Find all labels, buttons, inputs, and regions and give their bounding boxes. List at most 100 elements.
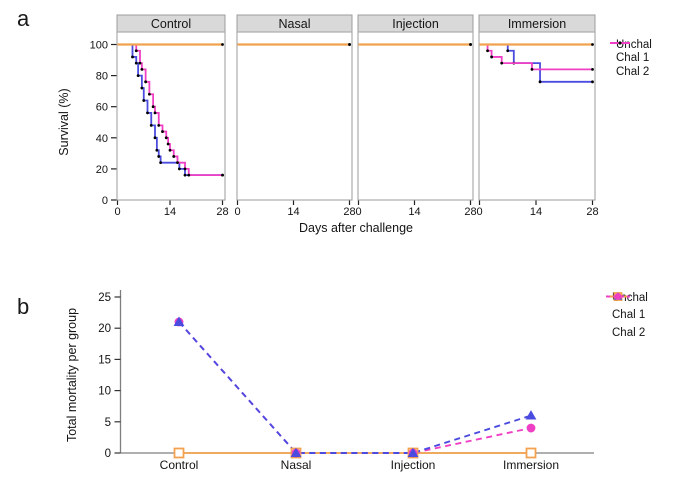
event-point bbox=[176, 161, 179, 165]
x-category-label: Injection bbox=[391, 458, 436, 472]
event-point bbox=[138, 61, 142, 65]
x-tick-label: 14 bbox=[408, 206, 420, 218]
event-point bbox=[187, 173, 191, 177]
event-point bbox=[172, 155, 176, 158]
y-tick-label: 25 bbox=[98, 292, 111, 304]
y-tick-label: 40 bbox=[96, 133, 108, 145]
x-tick-label: 14 bbox=[530, 206, 542, 218]
x-tick-label: 14 bbox=[164, 206, 176, 218]
facet-strip-label-nasal: Nasal bbox=[278, 16, 311, 31]
event-point bbox=[500, 61, 504, 65]
x-tick-label: 0 bbox=[476, 206, 482, 218]
legend-label: Chal 1 bbox=[616, 52, 650, 65]
y-tick-label: 0 bbox=[105, 448, 111, 460]
panel-a-legend: Unchal Chal 1 Chal 2 bbox=[610, 38, 652, 79]
facet-panel bbox=[357, 31, 474, 201]
y-tick-label: 5 bbox=[105, 417, 111, 429]
event-point bbox=[140, 86, 144, 90]
triangle-marker bbox=[290, 447, 302, 457]
event-point bbox=[149, 123, 153, 127]
event-point bbox=[506, 49, 510, 53]
event-point bbox=[153, 136, 157, 140]
event-point bbox=[134, 49, 138, 53]
x-category-label: Immersion bbox=[503, 458, 559, 472]
triangle-marker bbox=[407, 447, 419, 457]
mortality-line-chal-2 bbox=[178, 321, 532, 454]
x-tick-label: 28 bbox=[216, 206, 228, 218]
legend-item-chal-2: Chal 2 bbox=[606, 293, 648, 342]
panel-a-x-axis-title: Days after challenge bbox=[299, 221, 413, 235]
legend-label: Chal 2 bbox=[616, 65, 650, 78]
event-point bbox=[159, 161, 163, 165]
panel-b-legend: Unchal Chal 1 Chal 2 bbox=[606, 289, 648, 342]
y-tick-label: 80 bbox=[96, 71, 108, 83]
event-point bbox=[490, 55, 494, 59]
event-point bbox=[161, 130, 164, 133]
event-point bbox=[166, 142, 170, 146]
square-open-marker bbox=[173, 447, 185, 459]
event-point bbox=[530, 67, 534, 71]
x-category-label: Control bbox=[160, 458, 199, 472]
x-tick-label: 0 bbox=[355, 206, 361, 218]
y-tick-label: 15 bbox=[98, 354, 111, 366]
legend-label: Unchal bbox=[616, 38, 652, 51]
y-tick-label: 100 bbox=[90, 40, 108, 52]
y-tick-label: 0 bbox=[102, 195, 108, 207]
event-point bbox=[177, 167, 181, 171]
event-point bbox=[486, 49, 489, 53]
circle-marker bbox=[526, 423, 536, 433]
x-tick-label: 28 bbox=[343, 206, 355, 218]
event-point bbox=[164, 136, 168, 140]
facet-strip-label-injection: Injection bbox=[392, 16, 439, 31]
facet-panel bbox=[478, 31, 596, 201]
km-curve-chal-2-immersion bbox=[479, 43, 593, 71]
event-point bbox=[134, 61, 138, 65]
triangle-marker bbox=[173, 316, 185, 326]
x-tick-label: 0 bbox=[114, 206, 120, 218]
event-point bbox=[221, 43, 224, 46]
km-curve-chal-2-control bbox=[117, 43, 223, 177]
event-point bbox=[142, 99, 146, 102]
x-tick-label: 28 bbox=[464, 206, 476, 218]
event-point bbox=[591, 43, 594, 46]
panel-b-letter: b bbox=[17, 294, 30, 319]
x-tick-label: 28 bbox=[586, 206, 598, 218]
panel-b-y-axis-title: Total mortality per group bbox=[65, 307, 79, 443]
facet-panel bbox=[236, 31, 353, 201]
event-point bbox=[155, 148, 159, 152]
event-point bbox=[157, 123, 161, 127]
square-open-marker bbox=[525, 447, 537, 459]
event-point bbox=[591, 67, 594, 71]
event-point bbox=[348, 43, 351, 46]
y-tick-label: 20 bbox=[98, 323, 111, 335]
event-point bbox=[146, 111, 149, 115]
event-point bbox=[183, 173, 187, 177]
x-tick-label: 14 bbox=[287, 206, 299, 218]
legend-key-glyph bbox=[606, 293, 630, 300]
event-point bbox=[183, 167, 187, 171]
event-point bbox=[147, 92, 151, 96]
circle-marker bbox=[614, 293, 622, 300]
legend-label: Chal 1 bbox=[612, 309, 646, 322]
event-point bbox=[144, 80, 148, 84]
facet-strip-label-control: Control bbox=[150, 16, 192, 31]
x-category-label: Nasal bbox=[281, 458, 312, 472]
legend-item-chal-2: Chal 2 bbox=[610, 41, 652, 79]
event-point bbox=[131, 55, 134, 59]
panel-a-letter: a bbox=[17, 6, 30, 31]
event-point bbox=[140, 67, 144, 71]
legend-item-chal-1: Chal 1 bbox=[610, 41, 652, 66]
y-tick-label: 20 bbox=[96, 164, 108, 176]
event-point bbox=[151, 105, 155, 109]
facet-strip-label-immersion: Immersion bbox=[507, 16, 567, 31]
event-point bbox=[153, 111, 157, 115]
event-point bbox=[591, 80, 594, 84]
legend-key-glyph bbox=[610, 41, 630, 45]
legend-label: Chal 2 bbox=[612, 326, 646, 339]
panel-a-y-axis-title: Survival (%) bbox=[57, 88, 71, 156]
event-point bbox=[469, 43, 472, 46]
y-tick-label: 60 bbox=[96, 102, 108, 114]
legend-item-chal-1: Chal 1 bbox=[606, 292, 648, 325]
facet-panel bbox=[116, 31, 226, 201]
